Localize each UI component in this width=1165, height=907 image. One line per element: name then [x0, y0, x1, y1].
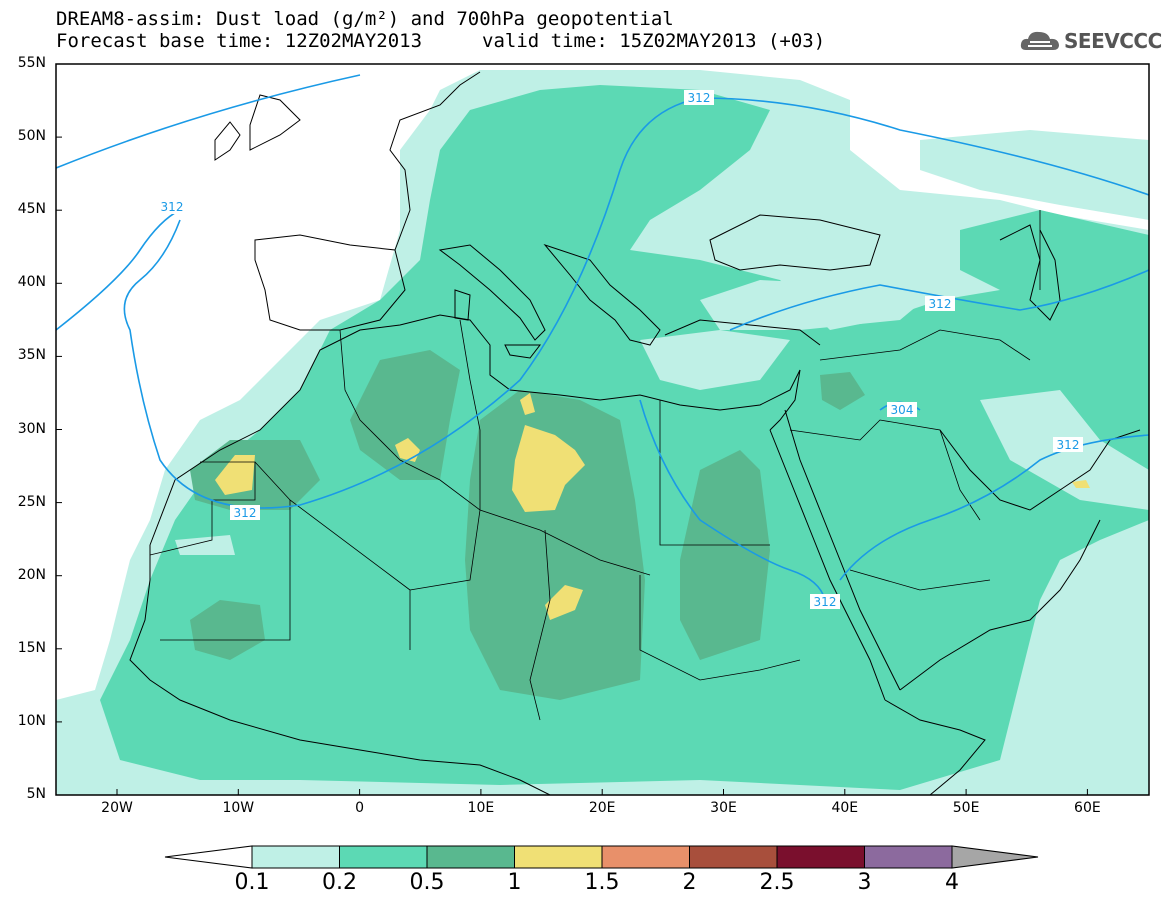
lat-label: 25N: [17, 493, 46, 510]
dust-shade-02: [100, 85, 1149, 790]
colorbar-level-label: 3: [857, 870, 872, 895]
dust-shade-1d: [512, 425, 585, 512]
lon-label: 0: [355, 800, 365, 816]
seevccc-logo: SEEVCCC: [1018, 26, 1162, 56]
colorbar-swatch: [689, 845, 778, 869]
lon-label: 60E: [1074, 800, 1101, 816]
colorbar-level-label: 2.5: [759, 870, 795, 895]
lon-label: 40E: [831, 800, 859, 816]
colorbar-swatch: [864, 845, 953, 869]
lat-label: 40N: [17, 274, 46, 291]
dust-shade-02b: [960, 210, 1149, 300]
dust-shade-05c: [465, 390, 645, 700]
lon-label: 20E: [588, 800, 616, 816]
colorbar-swatch: [339, 845, 428, 869]
dust-shade-1e: [545, 585, 583, 620]
contour-label: 312: [161, 200, 184, 214]
contour-label: 312: [929, 297, 952, 311]
dust-shade-05e: [190, 600, 265, 660]
dust-shade-05d: [680, 450, 770, 660]
colorbar-swatch: [514, 845, 603, 869]
colorbar-swatch: [601, 845, 690, 869]
colorbar-right-arrow: [951, 845, 1039, 869]
dust-shade-1a: [215, 455, 255, 495]
colorbar-level-label: 0.1: [234, 870, 270, 895]
lat-label: 55N: [17, 55, 46, 71]
colorbar-swatch: [251, 845, 340, 869]
dust-shade-1c: [520, 393, 535, 415]
contour-label: 304: [891, 403, 914, 417]
coastlines: [129, 71, 1141, 795]
lat-label: 10N: [17, 712, 46, 729]
lat-label: 30N: [17, 420, 46, 437]
contour-label-group: 312 312 312 312 312 304 312: [158, 90, 1083, 609]
colorbar-level-label: 4: [945, 870, 959, 895]
colorbar: [164, 845, 1039, 869]
base-time: Forecast base time: 12Z02MAY2013: [56, 30, 423, 52]
axis-ticks: [56, 63, 1088, 796]
colorbar-swatch: [776, 845, 865, 869]
contour-label: 312: [1057, 438, 1080, 452]
dust-shade-05b: [350, 350, 460, 480]
lon-label: 50E: [952, 800, 980, 816]
lat-label: 20N: [17, 566, 46, 583]
dust-hole-atl: [175, 535, 235, 555]
dust-hole-med: [640, 330, 790, 390]
dust-shade-1b: [395, 438, 420, 462]
colorbar-level-label: 0.2: [322, 870, 357, 895]
contour-label: 312: [688, 91, 711, 105]
lat-label: 50N: [17, 128, 46, 145]
colorbar-left-arrow: [164, 845, 253, 869]
logo-text: SEEVCCC: [1064, 29, 1162, 53]
valid-time: valid time: 15Z02MAY2013 (+03): [482, 30, 826, 52]
lon-label: 10E: [467, 800, 495, 816]
dust-shade-01b: [920, 130, 1149, 220]
cloud-logo-icon: [1020, 31, 1059, 50]
map-title: DREAM8-assim: Dust load (g/m²) and 700hP…: [56, 8, 674, 30]
contour-label: 312: [814, 595, 837, 609]
lon-label: 10W: [222, 800, 255, 816]
lat-label: 15N: [17, 639, 46, 656]
colorbar-level-label: 2: [682, 870, 697, 895]
lon-label: 30E: [710, 800, 737, 816]
lat-label: 45N: [17, 201, 46, 218]
lat-label: 5N: [26, 786, 46, 802]
colorbar-level-label: 1.5: [584, 870, 620, 895]
country-borders: [149, 210, 1041, 721]
dust-hole-balkans: [740, 220, 810, 250]
dust-shade-1f: [1072, 480, 1090, 488]
lat-label: 35N: [17, 347, 46, 364]
contour-label: 312: [234, 506, 257, 520]
lon-label: 20W: [101, 800, 133, 816]
dust-hole-turkey: [700, 280, 930, 330]
colorbar-level-label: 0.5: [409, 870, 445, 895]
colorbar-level-label: 1: [507, 870, 522, 895]
dust-shade-05f: [820, 372, 865, 410]
colorbar-swatch: [426, 845, 515, 869]
